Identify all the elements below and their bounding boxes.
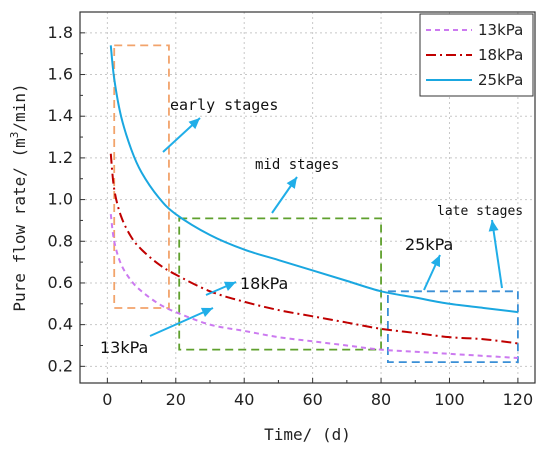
x-tick-label: 80 — [371, 390, 391, 409]
annotation-mid-stages: mid stages — [255, 157, 339, 173]
x-tick-label: 20 — [166, 390, 186, 409]
annotation-25kpa: 25kPa — [405, 235, 453, 254]
plot-frame — [79, 11, 536, 384]
annotation-arrows — [149, 117, 503, 337]
y-tick-label: 1.0 — [48, 190, 73, 209]
series-line-13kpa — [109, 214, 518, 359]
arrow-mid-stages-head — [286, 177, 297, 189]
legend-frame — [419, 13, 534, 97]
annotation-18kpa: 18kPa — [240, 274, 288, 293]
y-tick-label: 0.8 — [48, 231, 73, 250]
y-tick-label: 0.6 — [48, 273, 73, 292]
x-tick-label: 0 — [102, 390, 112, 409]
y-tick-label: 1.6 — [48, 65, 73, 84]
stage-box-early — [113, 44, 170, 309]
y-tick-label: 0.2 — [48, 356, 73, 375]
x-tick-label: 60 — [302, 390, 322, 409]
stage-box-late — [386, 290, 519, 364]
series-line-25kpa — [109, 45, 519, 314]
x-tick-label: 40 — [234, 390, 254, 409]
arrow-late-stages-shaft — [491, 219, 503, 289]
legend-label-13kpa: 13kPa — [478, 21, 523, 39]
arrow-early-stages-head — [188, 118, 200, 130]
legend-label-25kpa: 25kPa — [478, 71, 523, 89]
x-tick-label: 120 — [503, 390, 534, 409]
stage-box-mid — [178, 217, 382, 351]
arrow-13kpa-shaft — [149, 307, 214, 337]
y-tick-label: 1.8 — [48, 23, 73, 42]
x-axis-title: Time/ (d) — [264, 425, 351, 444]
series-lines — [109, 45, 519, 359]
series-line-18kpa — [109, 153, 519, 345]
y-tick-label: 0.4 — [48, 315, 73, 334]
annotation-early-stages: early stages — [170, 96, 278, 114]
y-axis-title: Pure flow rate/ (m3/min) — [8, 83, 29, 311]
arrow-late-stages-head — [488, 220, 499, 232]
arrow-18kpa-head — [223, 281, 236, 291]
annotation-13kpa: 13kPa — [100, 338, 148, 357]
legend-label-18kpa: 18kPa — [478, 46, 523, 64]
legend: 13kPa 18kPa 25kPa — [419, 13, 534, 97]
x-tick-label: 100 — [434, 390, 465, 409]
y-tick-label: 1.4 — [48, 106, 73, 125]
y-tick-label: 1.2 — [48, 148, 73, 167]
arrow-13kpa-head — [200, 307, 213, 318]
arrow-25kpa-head — [430, 255, 440, 268]
grid — [80, 12, 535, 383]
annotation-late-stages: late stages — [437, 204, 523, 219]
axis-ticks: 0 20 40 60 80 100 120 0.2 0.4 0.6 0.8 1.0 1.2 1.4 1.6 1… — [48, 23, 534, 409]
stage-boxes — [113, 44, 519, 364]
